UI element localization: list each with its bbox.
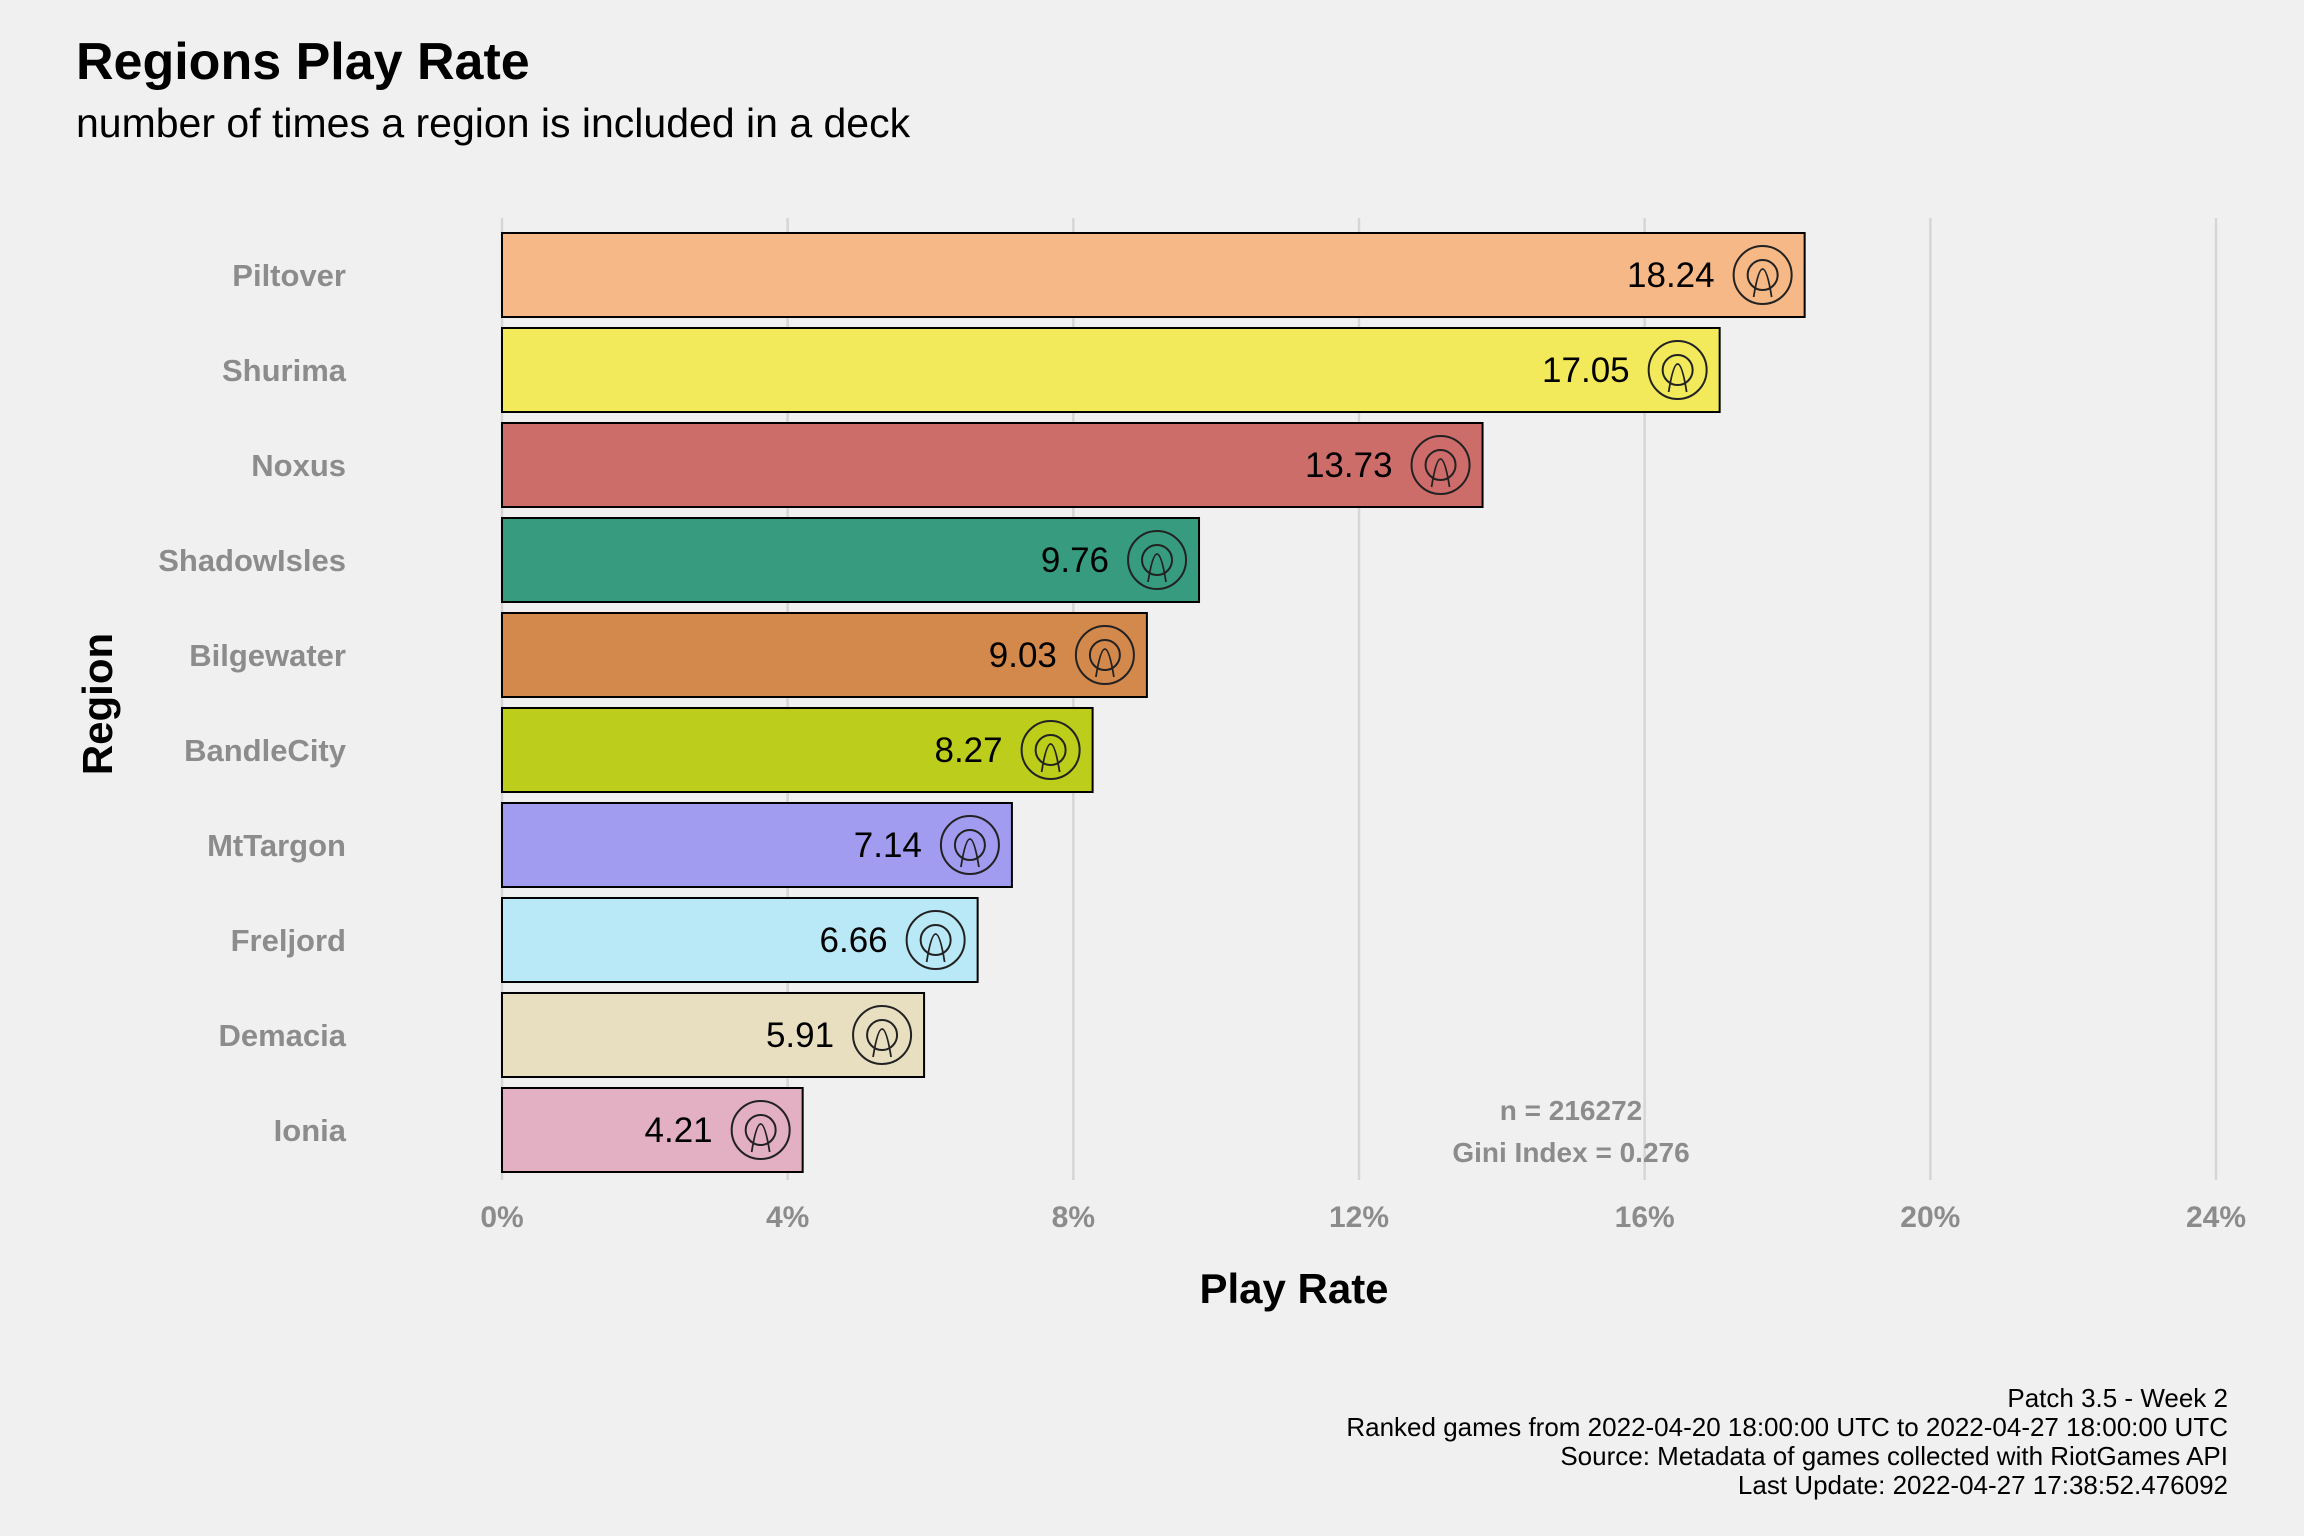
annotation-gini: Gini Index = 0.276 bbox=[1452, 1137, 1689, 1168]
demacia-icon-mark bbox=[872, 1028, 892, 1058]
bar bbox=[501, 422, 1484, 508]
freljord-icon-inner bbox=[919, 924, 952, 956]
x-tick-label: 16% bbox=[1615, 1201, 1675, 1234]
shurima-icon-outer bbox=[1647, 340, 1708, 400]
ionia-icon-outer bbox=[730, 1100, 791, 1160]
demacia-icon bbox=[852, 1005, 913, 1065]
bar bbox=[501, 612, 1148, 698]
noxus-icon-outer bbox=[1410, 435, 1471, 495]
bar bbox=[501, 232, 1806, 318]
data-label: 17.05 bbox=[1542, 351, 1630, 390]
y-tick-label: MtTargon bbox=[207, 828, 346, 863]
shurima-icon-mark bbox=[1667, 363, 1688, 393]
x-axis-title: Play Rate bbox=[1199, 1265, 1388, 1312]
data-label: 5.91 bbox=[766, 1016, 834, 1055]
data-label: 18.24 bbox=[1627, 256, 1715, 295]
demacia-icon-inner bbox=[866, 1019, 899, 1051]
data-label: 9.03 bbox=[989, 636, 1057, 675]
noxus-icon-mark bbox=[1430, 458, 1451, 488]
data-label: 7.14 bbox=[854, 826, 922, 865]
y-tick-label: Piltover bbox=[232, 258, 346, 293]
bar bbox=[501, 802, 1013, 888]
x-tick-label: 8% bbox=[1052, 1201, 1095, 1234]
bar bbox=[501, 517, 1201, 603]
shadowisles-icon-outer bbox=[1127, 530, 1188, 590]
caption-patch: Patch 3.5 - Week 2 bbox=[2007, 1383, 2228, 1413]
chart-title: Regions Play Rate bbox=[76, 33, 530, 91]
piltover-icon-mark bbox=[1752, 268, 1773, 298]
bilgewater-icon-mark bbox=[1095, 648, 1115, 678]
bandlecity-icon-mark bbox=[1040, 743, 1061, 773]
x-tick-label: 24% bbox=[2186, 1201, 2246, 1234]
freljord-icon bbox=[905, 910, 966, 970]
ionia-icon-mark bbox=[750, 1123, 771, 1153]
ionia-icon-inner bbox=[744, 1114, 777, 1146]
piltover-icon-outer bbox=[1732, 245, 1793, 305]
mttargon-icon-mark bbox=[960, 838, 980, 868]
demacia-icon-outer bbox=[852, 1005, 913, 1065]
caption-date-range: Ranked games from 2022-04-20 18:00:00 UT… bbox=[1346, 1412, 2228, 1442]
bandlecity-icon bbox=[1020, 720, 1081, 780]
data-label: 8.27 bbox=[934, 731, 1002, 770]
bilgewater-icon bbox=[1074, 625, 1135, 685]
mttargon-icon bbox=[939, 815, 1000, 875]
chart-subtitle: number of times a region is included in … bbox=[76, 100, 911, 146]
bar bbox=[501, 327, 1721, 413]
y-tick-label: Freljord bbox=[231, 923, 346, 958]
shadowisles-icon-mark bbox=[1147, 553, 1167, 583]
x-tick-label: 12% bbox=[1329, 1201, 1389, 1234]
shurima-icon bbox=[1647, 340, 1708, 400]
x-tick-label: 0% bbox=[480, 1201, 523, 1234]
y-tick-label: Noxus bbox=[251, 448, 346, 483]
caption-last-update: Last Update: 2022-04-27 17:38:52.476092 bbox=[1737, 1470, 2228, 1500]
ionia-icon bbox=[730, 1100, 791, 1160]
mttargon-icon-inner bbox=[953, 829, 986, 861]
x-tick-label: 20% bbox=[1900, 1201, 1960, 1234]
caption-source: Source: Metadata of games collected with… bbox=[1560, 1441, 2228, 1471]
data-label: 13.73 bbox=[1305, 446, 1393, 485]
y-axis-title: Region bbox=[74, 633, 121, 775]
x-tick-label: 4% bbox=[766, 1201, 809, 1234]
piltover-icon-inner bbox=[1746, 259, 1779, 291]
freljord-icon-mark bbox=[925, 933, 946, 963]
mttargon-icon-outer bbox=[939, 815, 1000, 875]
noxus-icon-inner bbox=[1424, 449, 1457, 481]
shurima-icon-inner bbox=[1661, 354, 1694, 386]
caption: Patch 3.5 - Week 2 Ranked games from 202… bbox=[1346, 1384, 2228, 1500]
data-label: 6.66 bbox=[820, 921, 888, 960]
bar bbox=[501, 897, 979, 983]
data-label: 9.76 bbox=[1041, 541, 1109, 580]
noxus-icon bbox=[1410, 435, 1471, 495]
y-tick-label: Demacia bbox=[218, 1018, 346, 1053]
bilgewater-icon-outer bbox=[1074, 625, 1135, 685]
shadowisles-icon-inner bbox=[1141, 544, 1174, 576]
annotation-n: n = 216272 bbox=[1500, 1095, 1642, 1126]
bar bbox=[501, 707, 1094, 793]
shadowisles-icon bbox=[1127, 530, 1188, 590]
y-tick-label: Ionia bbox=[274, 1113, 347, 1148]
piltover-icon bbox=[1732, 245, 1793, 305]
y-tick-label: Shurima bbox=[222, 353, 347, 388]
freljord-icon-outer bbox=[905, 910, 966, 970]
y-tick-label: BandleCity bbox=[184, 733, 347, 768]
y-tick-label: Bilgewater bbox=[189, 638, 346, 673]
y-tick-label: ShadowIsles bbox=[158, 543, 346, 578]
bilgewater-icon-inner bbox=[1088, 639, 1121, 671]
data-label: 4.21 bbox=[645, 1111, 713, 1150]
bandlecity-icon-outer bbox=[1020, 720, 1081, 780]
bandlecity-icon-inner bbox=[1034, 734, 1067, 766]
